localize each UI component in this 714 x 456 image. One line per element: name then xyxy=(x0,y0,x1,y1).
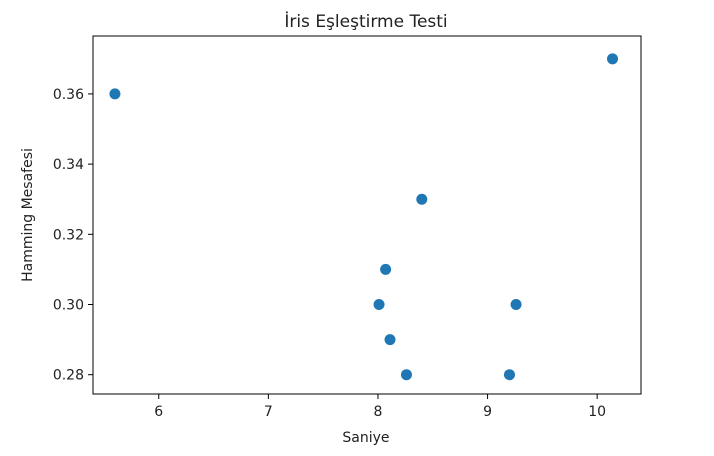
y-tick-label: 0.30 xyxy=(53,298,84,314)
y-tick-label: 0.34 xyxy=(53,157,84,173)
data-point xyxy=(400,369,412,381)
chart-title: İris Eşleştirme Testi xyxy=(284,11,447,32)
data-point xyxy=(503,369,515,381)
y-axis: 0.28 0.30 0.32 0.34 0.36 xyxy=(53,87,93,384)
data-point xyxy=(510,299,522,310)
data-point xyxy=(607,53,619,65)
plot-area xyxy=(92,35,642,395)
x-tick-label: 9 xyxy=(483,404,492,420)
y-tick-label: 0.36 xyxy=(53,87,84,103)
data-point xyxy=(109,88,121,100)
data-point xyxy=(373,299,385,310)
x-tick-label: 6 xyxy=(154,404,163,420)
y-tick-label: 0.28 xyxy=(53,368,84,384)
y-axis-label: Hamming Mesafesi xyxy=(20,148,36,282)
data-points xyxy=(109,53,619,381)
data-point xyxy=(380,263,392,275)
x-tick-label: 10 xyxy=(588,404,606,420)
x-axis-label: Saniye xyxy=(342,430,389,446)
x-tick-label: 7 xyxy=(264,404,273,420)
x-tick-label: 8 xyxy=(373,404,382,420)
plot-frame xyxy=(92,35,642,395)
y-tick-label: 0.32 xyxy=(53,227,84,243)
data-point xyxy=(416,193,428,205)
data-point xyxy=(384,334,396,346)
x-axis: 6 7 8 9 10 xyxy=(154,394,606,420)
